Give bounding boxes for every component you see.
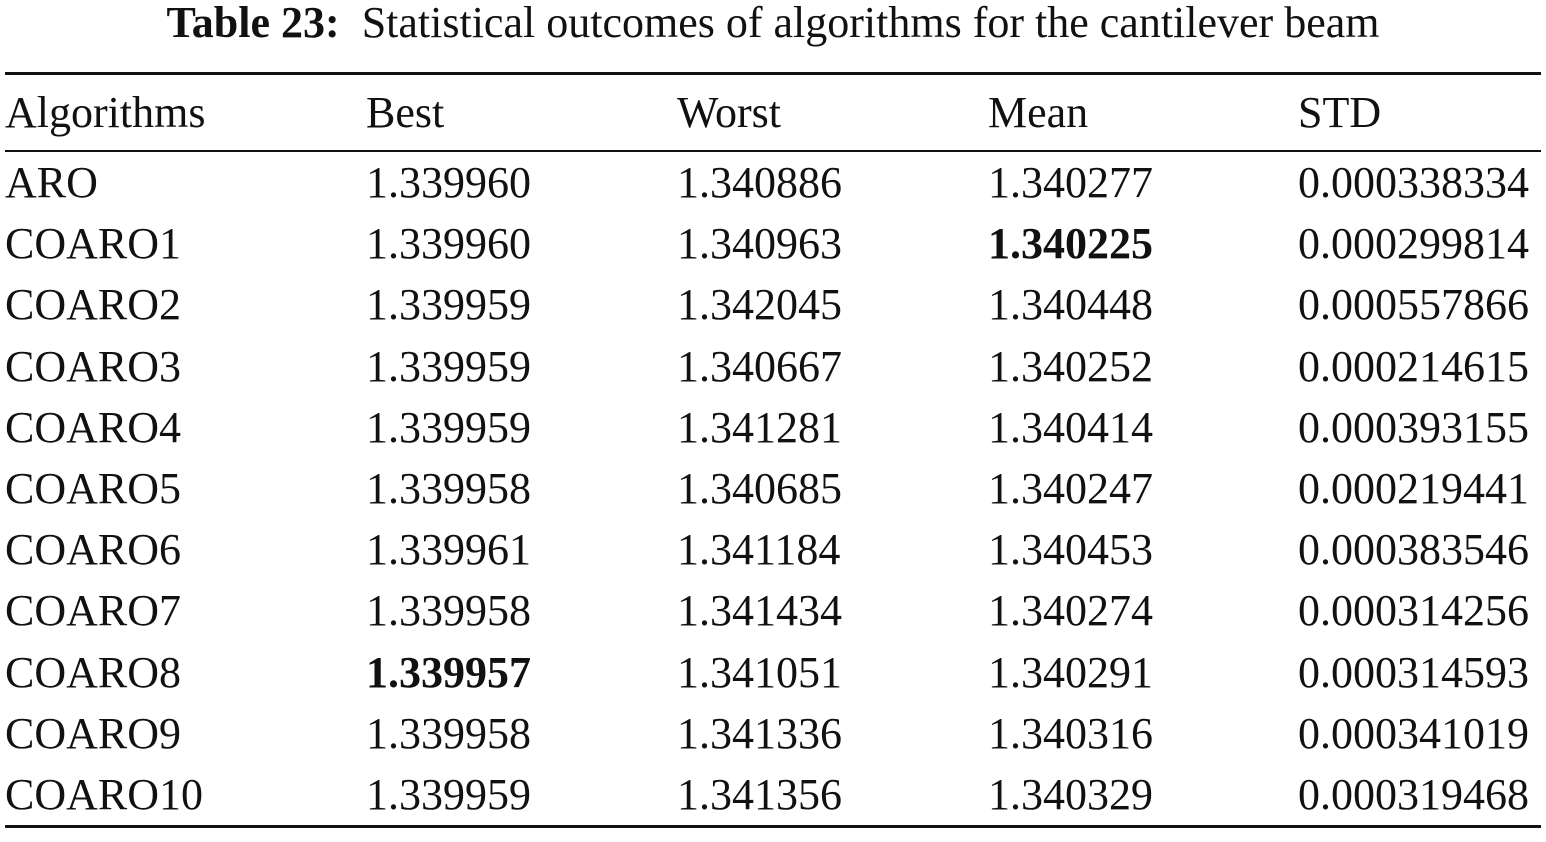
cell-worst: 1.341434: [677, 586, 842, 636]
table-row: COARO7 1.339958 1.341434 1.340274 0.00031425…: [5, 580, 1541, 641]
cell-std: 0.000338334: [1298, 158, 1529, 208]
cell-worst: 1.341336: [677, 708, 842, 758]
cell-std: 0.000314593: [1298, 647, 1529, 697]
cell-std: 0.000383546: [1298, 525, 1529, 575]
column-header-std: STD: [1298, 88, 1382, 137]
table-body: ARO 1.339960 1.340886 1.340277 0.000338334 CO…: [5, 152, 1541, 825]
cell-worst: 1.341184: [677, 525, 841, 575]
cell-best: 1.339959: [366, 341, 531, 391]
cell-algorithm: COARO6: [5, 525, 182, 575]
cell-best: 1.339958: [366, 708, 531, 758]
header-row: Algorithms Best Worst Mean STD: [5, 75, 1541, 150]
cell-best: 1.339961: [366, 525, 531, 575]
table-row: COARO6 1.339961 1.341184 1.340453 0.00038354…: [5, 519, 1541, 580]
cell-mean: 1.340225: [988, 219, 1153, 269]
cell-std: 0.000219441: [1298, 464, 1529, 514]
cell-worst: 1.340667: [677, 341, 842, 391]
cell-std: 0.000557866: [1298, 280, 1529, 330]
cell-algorithm: COARO8: [5, 647, 182, 697]
column-header-best: Best: [366, 88, 445, 137]
cell-best: 1.339960: [366, 219, 531, 269]
table-row: COARO10 1.339959 1.341356 1.340329 0.0003194…: [5, 764, 1541, 825]
cell-mean: 1.340252: [988, 341, 1153, 391]
cell-algorithm: ARO: [5, 158, 98, 208]
table-title: Statistical outcomes of algorithms for t…: [361, 0, 1380, 47]
top-rule: [5, 72, 1541, 75]
cell-worst: 1.342045: [677, 280, 842, 330]
cell-mean: 1.340329: [988, 769, 1153, 819]
cell-best: 1.339958: [366, 586, 531, 636]
table-row: COARO3 1.339959 1.340667 1.340252 0.00021461…: [5, 336, 1541, 397]
cell-mean: 1.340316: [988, 708, 1153, 758]
cell-algorithm: COARO5: [5, 464, 182, 514]
results-table: Algorithms Best Worst Mean STD ARO 1.3399…: [5, 72, 1541, 829]
cell-mean: 1.340247: [988, 464, 1153, 514]
cell-mean: 1.340274: [988, 586, 1153, 636]
cell-mean: 1.340414: [988, 402, 1153, 452]
cell-best: 1.339957: [366, 647, 531, 697]
cell-worst: 1.340886: [677, 158, 842, 208]
cell-algorithm: COARO2: [5, 280, 182, 330]
table-row: COARO5 1.339958 1.340685 1.340247 0.00021944…: [5, 458, 1541, 519]
cell-worst: 1.341356: [677, 769, 842, 819]
cell-std: 0.000314256: [1298, 586, 1529, 636]
cell-std: 0.000319468: [1298, 769, 1529, 819]
table-row: COARO1 1.339960 1.340963 1.340225 0.00029981…: [5, 213, 1541, 274]
column-header-mean: Mean: [988, 88, 1089, 137]
cell-std: 0.000393155: [1298, 402, 1529, 452]
table-row: COARO8 1.339957 1.341051 1.340291 0.00031459…: [5, 642, 1541, 703]
table-row: COARO2 1.339959 1.342045 1.340448 0.00055786…: [5, 274, 1541, 335]
cell-mean: 1.340277: [988, 158, 1153, 208]
header-rule: [5, 150, 1541, 152]
cell-worst: 1.340685: [677, 464, 842, 514]
cell-algorithm: COARO10: [5, 769, 204, 819]
cell-worst: 1.341051: [677, 647, 842, 697]
cell-algorithm: COARO7: [5, 586, 182, 636]
cell-best: 1.339958: [366, 464, 531, 514]
cell-std: 0.000341019: [1298, 708, 1529, 758]
cell-algorithm: COARO9: [5, 708, 182, 758]
cell-algorithm: COARO1: [5, 219, 182, 269]
cell-mean: 1.340448: [988, 280, 1153, 330]
table-number: Table 23:: [166, 0, 340, 47]
cell-algorithm: COARO4: [5, 402, 182, 452]
column-header-algorithms: Algorithms: [5, 88, 206, 137]
cell-mean: 1.340453: [988, 525, 1153, 575]
cell-worst: 1.341281: [677, 402, 842, 452]
cell-algorithm: COARO3: [5, 341, 182, 391]
cell-best: 1.339959: [366, 402, 531, 452]
cell-mean: 1.340291: [988, 647, 1153, 697]
cell-best: 1.339959: [366, 280, 531, 330]
cell-std: 0.000299814: [1298, 219, 1529, 269]
table-row: COARO4 1.339959 1.341281 1.340414 0.00039315…: [5, 397, 1541, 458]
cell-best: 1.339960: [366, 158, 531, 208]
column-header-worst: Worst: [677, 88, 782, 137]
cell-std: 0.000214615: [1298, 341, 1529, 391]
table-caption: Table 23: Statistical outcomes of algori…: [0, 0, 1546, 46]
cell-best: 1.339959: [366, 769, 531, 819]
bottom-rule: [5, 825, 1541, 829]
cell-worst: 1.340963: [677, 219, 842, 269]
table-row: ARO 1.339960 1.340886 1.340277 0.000338334: [5, 152, 1541, 213]
table-row: COARO9 1.339958 1.341336 1.340316 0.00034101…: [5, 703, 1541, 764]
